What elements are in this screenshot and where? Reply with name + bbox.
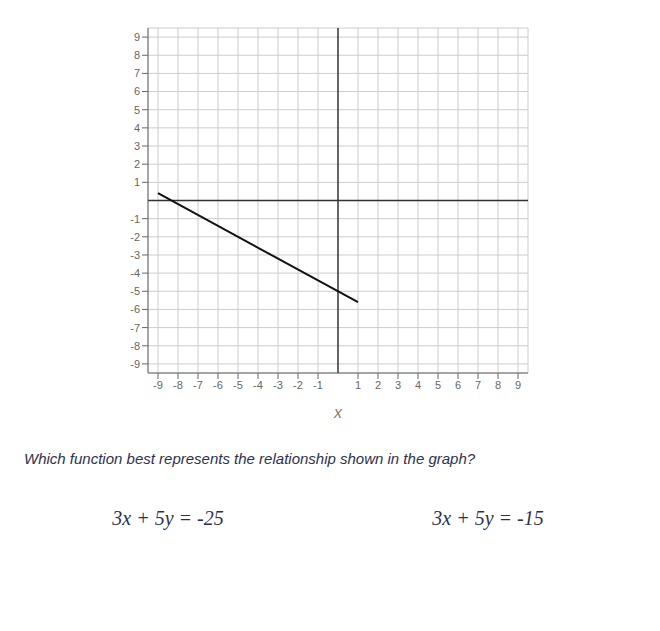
svg-text:6: 6 xyxy=(134,85,140,97)
svg-text:1: 1 xyxy=(355,379,361,391)
svg-text:x: x xyxy=(333,404,343,421)
svg-text:4: 4 xyxy=(134,122,140,134)
svg-text:-1: -1 xyxy=(130,213,140,225)
svg-text:7: 7 xyxy=(475,379,481,391)
svg-text:2: 2 xyxy=(134,158,140,170)
svg-text:-6: -6 xyxy=(130,303,140,315)
svg-text:-2: -2 xyxy=(293,379,303,391)
svg-text:1: 1 xyxy=(134,176,140,188)
svg-text:-7: -7 xyxy=(130,322,140,334)
svg-text:9: 9 xyxy=(134,31,140,43)
svg-text:5: 5 xyxy=(435,379,441,391)
svg-text:-7: -7 xyxy=(193,379,203,391)
svg-text:-8: -8 xyxy=(173,379,183,391)
svg-text:3: 3 xyxy=(395,379,401,391)
svg-text:8: 8 xyxy=(495,379,501,391)
html-text:3x + 5y = -15: 3x + 5y = -15 xyxy=(432,507,544,529)
svg-text:-4: -4 xyxy=(130,267,140,279)
svg-text:-3: -3 xyxy=(273,379,283,391)
svg-text:6: 6 xyxy=(455,379,461,391)
svg-text:-5: -5 xyxy=(233,379,243,391)
svg-text:-9: -9 xyxy=(153,379,163,391)
svg-text:8: 8 xyxy=(134,49,140,61)
html-text:Which function best represents: Which function best represents the relat… xyxy=(24,450,476,467)
svg-text:-9: -9 xyxy=(130,358,140,370)
svg-text:4: 4 xyxy=(415,379,421,391)
svg-text:7: 7 xyxy=(134,67,140,79)
svg-text:9: 9 xyxy=(515,379,521,391)
svg-text:-8: -8 xyxy=(130,340,140,352)
svg-text:-4: -4 xyxy=(253,379,263,391)
svg-text:2: 2 xyxy=(375,379,381,391)
svg-text:-3: -3 xyxy=(130,249,140,261)
html-text:3x + 5y = -25: 3x + 5y = -25 xyxy=(112,507,224,529)
svg-text:5: 5 xyxy=(134,104,140,116)
svg-text:-6: -6 xyxy=(213,379,223,391)
svg-text:-2: -2 xyxy=(130,231,140,243)
svg-text:-5: -5 xyxy=(130,285,140,297)
svg-text:3: 3 xyxy=(134,140,140,152)
svg-text:-1: -1 xyxy=(313,379,323,391)
